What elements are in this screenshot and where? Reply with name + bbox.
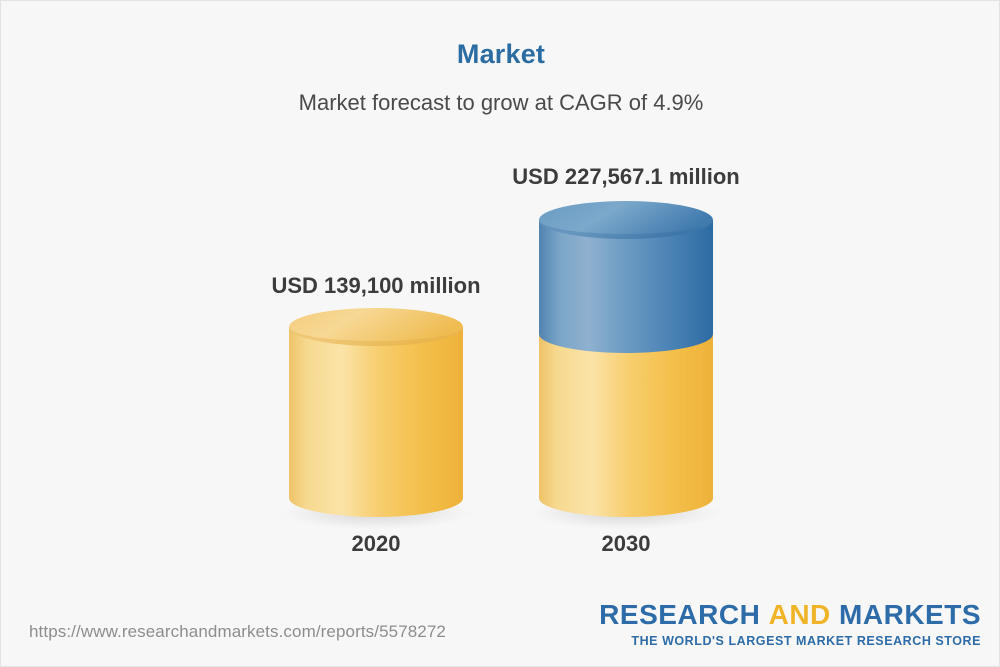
category-label-2030: 2030: [601, 531, 651, 556]
bar-value-label-2030: USD 227,567.1 million: [512, 164, 740, 189]
brand-tagline: THE WORLD'S LARGEST MARKET RESEARCH STOR…: [631, 634, 981, 648]
bar-value-label-2020: USD 139,100 million: [271, 273, 481, 298]
bar-2030-top-cap: [539, 201, 713, 239]
bar-2030: [530, 201, 722, 530]
bar-2030-rim-shade: [539, 220, 713, 239]
bar-2020-body: [289, 327, 463, 517]
brand-logo[interactable]: RESEARCH AND MARKETS THE WORLD'S LARGEST…: [599, 601, 981, 649]
bar-2030-segment-growth: [539, 220, 713, 353]
bar-2030-segment-base: [539, 334, 713, 517]
brand-wordmark: RESEARCH AND MARKETS: [599, 601, 981, 629]
bar-2020-top-cap: [289, 308, 463, 346]
bars-svg: [280, 201, 722, 530]
page-title: Market: [456, 39, 546, 69]
source-url[interactable]: https://www.researchandmarkets.com/repor…: [29, 622, 446, 641]
brand-word-markets: MARKETS: [839, 599, 981, 630]
category-label-2020: 2020: [351, 531, 401, 556]
brand-word-research: RESEARCH: [599, 599, 761, 630]
chart-plot-area: USD 139,100 million USD 227,567.1 millio…: [1, 1, 999, 601]
chart-subtitle: Market forecast to grow at CAGR of 4.9%: [298, 90, 704, 115]
bar-2020: [280, 308, 472, 530]
bar-2020-rim-shade: [289, 327, 463, 346]
brand-word-and: AND: [768, 599, 831, 630]
